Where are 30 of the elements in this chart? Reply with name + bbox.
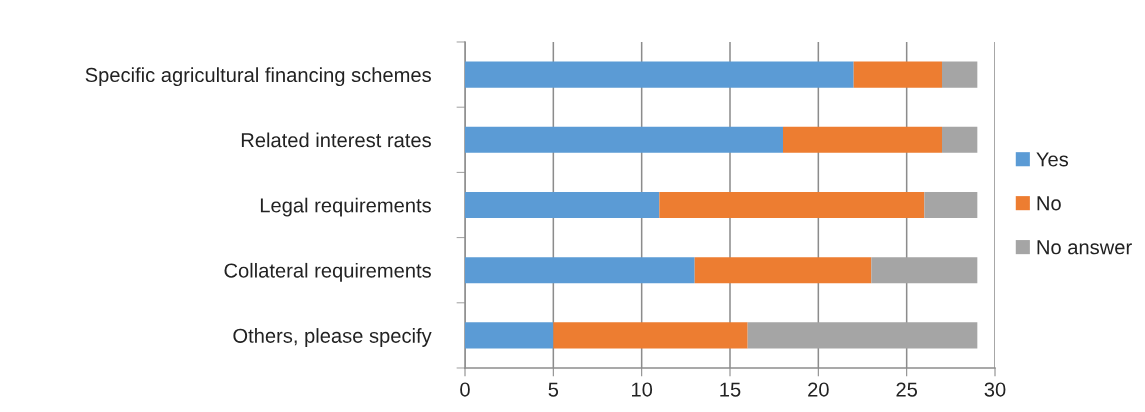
bar [747,322,978,349]
bar [942,61,978,88]
x-tick-label: 20 [808,382,829,397]
x-tick-label: 0 [460,382,470,397]
bar [465,126,783,153]
bar [853,61,942,88]
y-tick-label: Specific agricultural financing schemes [85,67,431,87]
y-tick-label: Collateral requirements [224,262,431,282]
y-tick-label: Related interest rates [241,132,431,148]
legend-label: No [1037,196,1061,211]
bar [553,322,748,349]
x-tick-label: 30 [984,382,1006,397]
x-tick-label: 25 [896,382,918,397]
bar [942,126,978,153]
legend-label: Yes [1036,152,1069,167]
y-tick-label: Others, please specify [233,328,432,347]
bar [465,322,554,349]
bar [465,257,695,284]
bar [465,191,660,219]
bar [659,191,925,219]
x-tick-label: 5 [548,382,559,397]
bar [871,257,978,284]
x-tick-label: 10 [632,382,653,397]
y-tick-label: Legal requirements [260,197,431,217]
bar [783,126,942,153]
x-tick-label: 15 [720,382,741,397]
legend-label: No answer [1037,240,1132,255]
bar [694,257,872,284]
bar [465,61,854,88]
bar [924,191,978,219]
